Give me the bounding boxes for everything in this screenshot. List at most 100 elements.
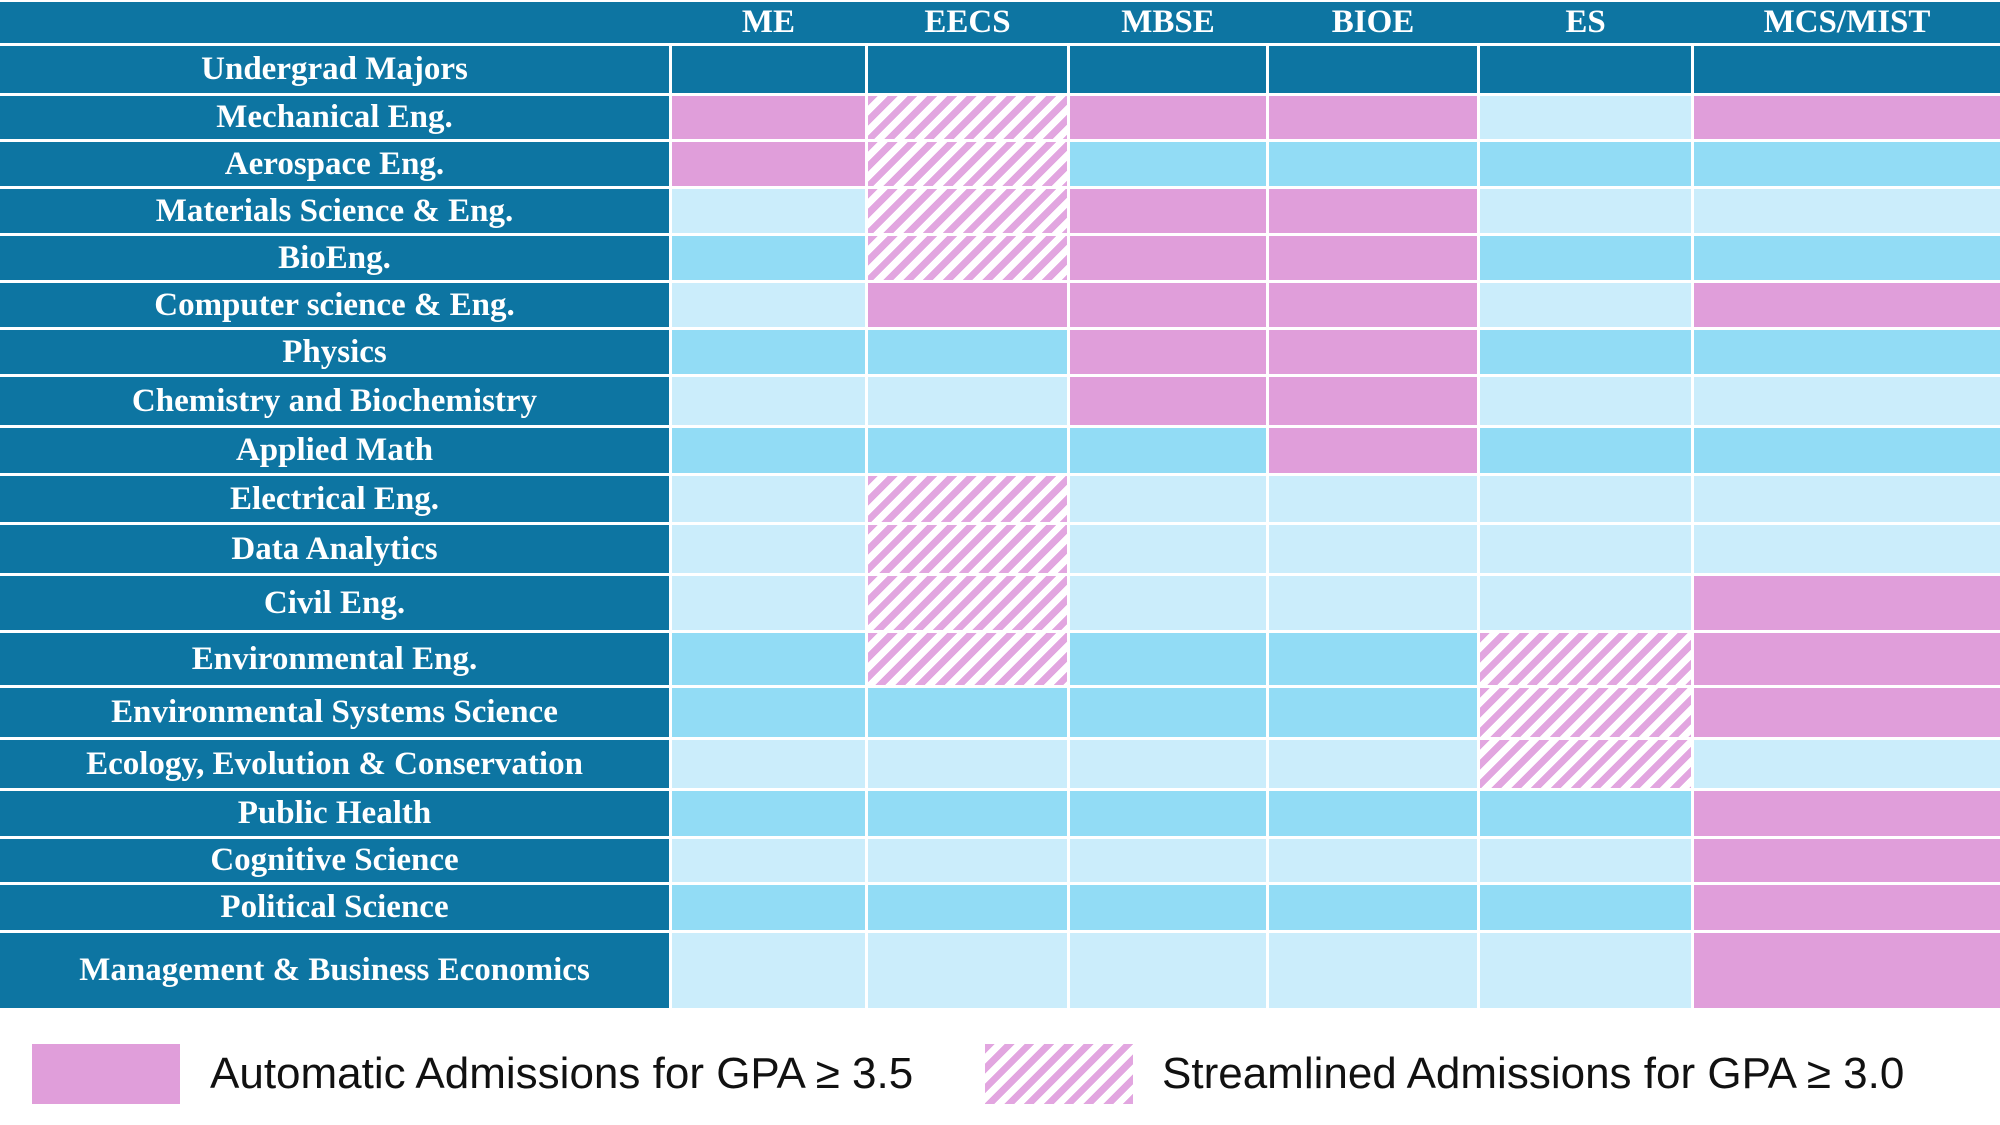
matrix-cell-med [1480, 236, 1691, 280]
matrix-cell-med [1694, 330, 2000, 374]
matrix-cell-pale [1694, 476, 2000, 522]
matrix-cell-pale [672, 933, 865, 1008]
matrix-cell-med [1070, 885, 1266, 930]
matrix-cell-pale [1480, 476, 1691, 522]
legend-label-automatic: Automatic Admissions for GPA ≥ 3.5 [210, 1049, 914, 1098]
matrix-cell-med [1480, 330, 1691, 374]
matrix-cell-stream [1480, 688, 1691, 737]
legend-swatch-automatic [32, 1044, 180, 1104]
row-label: BioEng. [0, 236, 669, 280]
matrix-cell-auto [1070, 236, 1266, 280]
matrix-cell-pale [1269, 740, 1477, 788]
matrix-cell-med [672, 885, 865, 930]
matrix-cell-stream [868, 576, 1067, 630]
matrix-cell-auto [1269, 330, 1477, 374]
matrix-cell-med [672, 688, 865, 737]
matrix-cell-med [1070, 633, 1266, 685]
matrix-cell-pale [672, 576, 865, 630]
matrix-cell-med [1694, 236, 2000, 280]
matrix-cell-pale [1269, 933, 1477, 1008]
matrix-cell-pale [1070, 933, 1266, 1008]
matrix-cell-dark [1694, 46, 2000, 93]
matrix-cell-med [672, 330, 865, 374]
matrix-cell-auto [1694, 933, 2000, 1008]
matrix-cell-med [1269, 885, 1477, 930]
matrix-cell-auto [672, 142, 865, 186]
matrix-cell-pale [1269, 576, 1477, 630]
matrix-cell-auto [1269, 236, 1477, 280]
matrix-cell-pale [868, 377, 1067, 425]
matrix-cell-auto [1694, 633, 2000, 685]
row-label: Chemistry and Biochemistry [0, 377, 669, 425]
matrix-cell-pale [868, 839, 1067, 882]
matrix-cell-stream [868, 142, 1067, 186]
matrix-cell-pale [672, 740, 865, 788]
matrix-cell-med [868, 885, 1067, 930]
admissions-table: ME EECS MBSE BIOE ES MCS/MIST Undergrad Major… [0, 0, 2000, 1008]
matrix-cell-pale [672, 189, 865, 233]
matrix-cell-pale [1480, 96, 1691, 139]
matrix-cell-med [672, 791, 865, 836]
matrix-cell-stream [1480, 740, 1691, 788]
matrix-cell-med [868, 330, 1067, 374]
matrix-cell-med [868, 688, 1067, 737]
matrix-cell-med [868, 428, 1067, 473]
matrix-cell-auto [1694, 791, 2000, 836]
matrix-cell-med [1480, 428, 1691, 473]
matrix-cell-pale [1269, 476, 1477, 522]
matrix-cell-med [672, 633, 865, 685]
matrix-cell-auto [1694, 576, 2000, 630]
row-label: Aerospace Eng. [0, 142, 669, 186]
column-header: MCS/MIST [1763, 4, 1931, 40]
matrix-cell-auto [1269, 283, 1477, 327]
row-label: Management & Business Economics [0, 933, 669, 1008]
matrix-cell-pale [1070, 740, 1266, 788]
matrix-cell-auto [1070, 330, 1266, 374]
row-label: Public Health [0, 791, 669, 836]
row-label: Cognitive Science [0, 839, 669, 882]
row-label: Environmental Systems Science [0, 688, 669, 737]
matrix-cell-med [1070, 428, 1266, 473]
matrix-cell-auto [1070, 283, 1266, 327]
column-header: MBSE [1121, 4, 1215, 40]
matrix-cell-auto [1694, 96, 2000, 139]
matrix-grid: Undergrad Majors Mechanical Eng. Aerospace… [0, 46, 2000, 1008]
matrix-cell-auto [1694, 688, 2000, 737]
column-header: EECS [924, 4, 1011, 40]
corner-cell [0, 2, 669, 43]
matrix-cell-pale [672, 377, 865, 425]
matrix-cell-auto [1070, 377, 1266, 425]
matrix-cell-pale [1480, 189, 1691, 233]
matrix-cell-pale [1694, 740, 2000, 788]
matrix-cell-pale [1694, 189, 2000, 233]
matrix-cell-pale [1070, 525, 1266, 573]
matrix-cell-stream [868, 96, 1067, 139]
row-label: Data Analytics [0, 525, 669, 573]
matrix-cell-stream [868, 236, 1067, 280]
row-label: Environmental Eng. [0, 633, 669, 685]
column-header: BIOE [1331, 4, 1415, 40]
matrix-cell-pale [1694, 525, 2000, 573]
matrix-cell-dark [672, 46, 865, 93]
matrix-cell-pale [1480, 933, 1691, 1008]
matrix-cell-pale [1480, 283, 1691, 327]
matrix-cell-pale [868, 933, 1067, 1008]
matrix-cell-dark [1480, 46, 1691, 93]
matrix-cell-dark [1070, 46, 1266, 93]
row-label: Civil Eng. [0, 576, 669, 630]
row-label: Mechanical Eng. [0, 96, 669, 139]
matrix-cell-auto [1694, 839, 2000, 882]
matrix-cell-med [1070, 142, 1266, 186]
matrix-cell-pale [1694, 377, 2000, 425]
matrix-cell-med [1480, 142, 1691, 186]
matrix-cell-pale [1480, 525, 1691, 573]
legend-label-streamlined: Streamlined Admissions for GPA ≥ 3.0 [1162, 1049, 1905, 1098]
matrix-cell-pale [1070, 839, 1266, 882]
row-label: Physics [0, 330, 669, 374]
matrix-cell-med [1694, 142, 2000, 186]
matrix-cell-stream [868, 476, 1067, 522]
matrix-cell-dark [1269, 46, 1477, 93]
matrix-cell-med [1480, 885, 1691, 930]
matrix-cell-auto [1269, 377, 1477, 425]
matrix-cell-stream [1480, 633, 1691, 685]
